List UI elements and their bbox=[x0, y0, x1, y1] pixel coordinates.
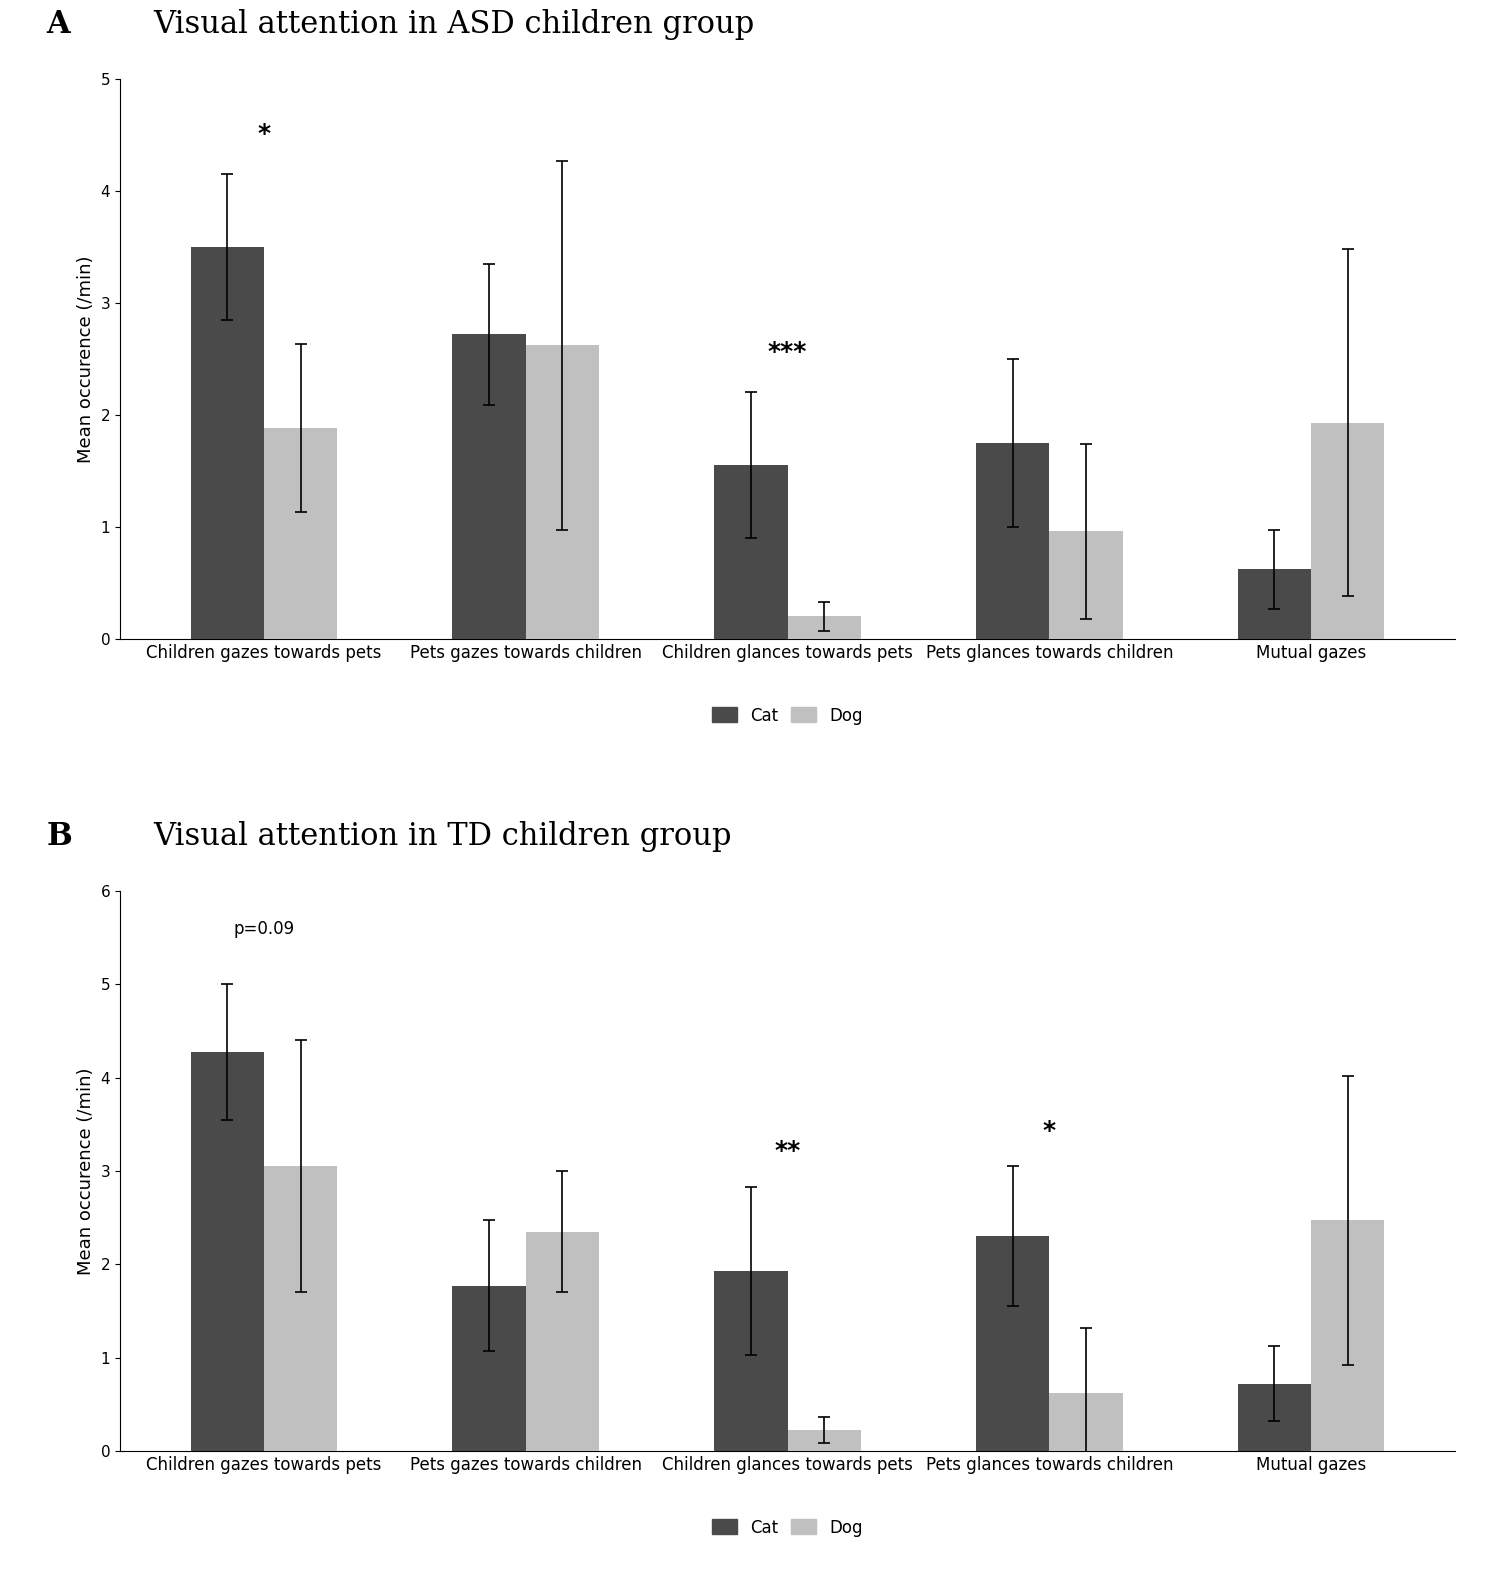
Bar bbox=[453, 1285, 525, 1451]
Bar bbox=[1050, 1392, 1122, 1451]
Text: *: * bbox=[1042, 1118, 1056, 1143]
Bar bbox=[1238, 1383, 1311, 1451]
Bar bbox=[1050, 531, 1122, 639]
Bar bbox=[788, 1430, 861, 1451]
Bar bbox=[190, 248, 264, 639]
Text: *: * bbox=[258, 121, 270, 147]
Bar bbox=[525, 345, 599, 639]
Bar bbox=[264, 1165, 338, 1451]
Bar bbox=[1311, 1221, 1384, 1451]
Text: Visual attention in TD children group: Visual attention in TD children group bbox=[153, 820, 732, 852]
Bar bbox=[976, 443, 1050, 639]
Y-axis label: Mean occurence (/min): Mean occurence (/min) bbox=[76, 1068, 94, 1274]
Text: **: ** bbox=[774, 1139, 801, 1164]
Bar bbox=[788, 617, 861, 639]
Text: ***: *** bbox=[768, 341, 807, 364]
Bar bbox=[190, 1052, 264, 1451]
Text: Visual attention in ASD children group: Visual attention in ASD children group bbox=[153, 8, 754, 39]
Text: p=0.09: p=0.09 bbox=[234, 919, 294, 937]
Bar bbox=[264, 429, 338, 639]
Text: B: B bbox=[46, 820, 72, 852]
Legend: Cat, Dog: Cat, Dog bbox=[705, 700, 870, 732]
Legend: Cat, Dog: Cat, Dog bbox=[705, 1512, 870, 1544]
Y-axis label: Mean occurence (/min): Mean occurence (/min) bbox=[76, 255, 94, 462]
Bar bbox=[714, 465, 788, 639]
Text: A: A bbox=[46, 8, 70, 39]
Bar bbox=[714, 1271, 788, 1451]
Bar bbox=[1311, 423, 1384, 639]
Bar bbox=[525, 1232, 599, 1451]
Bar bbox=[1238, 569, 1311, 639]
Bar bbox=[453, 334, 525, 639]
Bar bbox=[976, 1236, 1050, 1451]
